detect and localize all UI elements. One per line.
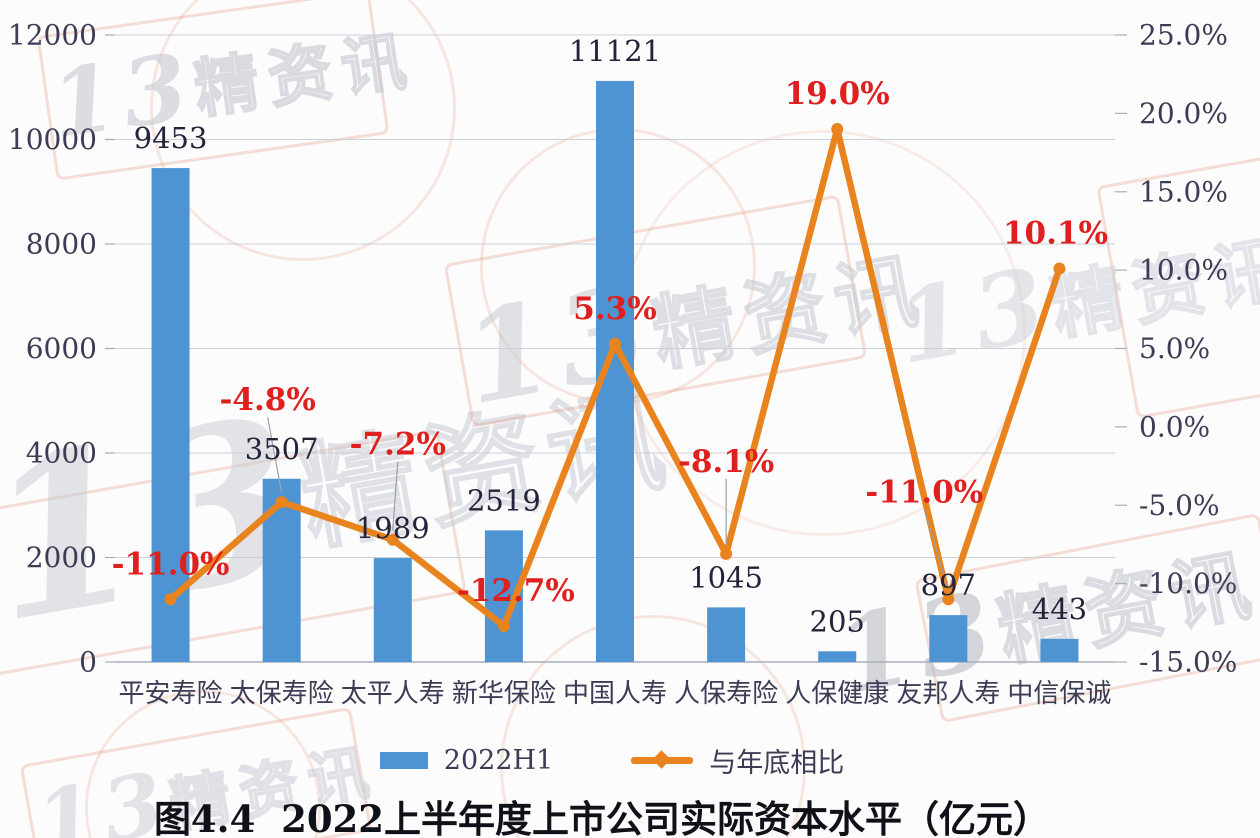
leader-line-7 <box>923 509 949 591</box>
line-point-2 <box>386 533 399 546</box>
legend-bar-swatch <box>379 752 428 769</box>
left-axis-label-8000: 8000 <box>26 228 97 261</box>
bar-value-label-2: 1989 <box>356 511 430 545</box>
category-label-0: 平安寿险 <box>119 679 223 709</box>
bar-5 <box>707 607 746 662</box>
pct-label-0: -11.0% <box>112 546 230 582</box>
category-label-4: 中国人寿 <box>563 679 667 709</box>
right-axis-label-15.0%: 15.0% <box>1139 175 1228 208</box>
leader-line-2 <box>392 461 399 531</box>
bar-value-label-8: 443 <box>1032 592 1087 626</box>
bar-value-label-6: 205 <box>810 604 865 638</box>
bar-7 <box>929 615 968 662</box>
bar-value-label-1: 3507 <box>245 432 319 466</box>
pct-label-3: -12.7% <box>457 573 575 609</box>
bar-value-label-5: 1045 <box>689 560 763 594</box>
category-label-6: 人保健康 <box>785 679 889 709</box>
bar-value-label-4: 11121 <box>569 34 661 68</box>
left-axis-label-12000: 12000 <box>8 19 97 52</box>
leader-line-1 <box>267 417 283 494</box>
line-point-7 <box>942 593 955 606</box>
pct-label-1: -4.8% <box>220 382 316 418</box>
pct-label-2: -7.2% <box>350 427 446 463</box>
category-label-1: 太保寿险 <box>230 679 334 709</box>
line-point-5 <box>720 547 733 560</box>
right-axis-label-0.0%: 0.0% <box>1139 410 1210 443</box>
category-label-7: 友邦人寿 <box>896 679 1000 709</box>
pct-label-7: -11.0% <box>865 474 983 510</box>
bar-8 <box>1040 638 1079 662</box>
pct-label-6: 19.0% <box>785 76 890 112</box>
bar-value-label-0: 9453 <box>134 121 208 155</box>
legend-bar-label: 2022H1 <box>443 745 554 776</box>
line-point-6 <box>831 123 844 136</box>
bar-value-label-7: 897 <box>921 568 976 602</box>
left-axis-label-2000: 2000 <box>26 541 97 574</box>
line-point-8 <box>1053 262 1066 275</box>
left-axis-label-10000: 10000 <box>8 123 97 156</box>
bar-value-label-3: 2519 <box>467 483 541 517</box>
right-axis-label--10.0%: -10.0% <box>1139 567 1237 600</box>
right-axis-label-25.0%: 25.0% <box>1139 19 1228 52</box>
right-axis-label--5.0%: -5.0% <box>1139 489 1220 522</box>
right-axis-label--15.0%: -15.0% <box>1139 646 1237 679</box>
right-axis-label-10.0%: 10.0% <box>1139 254 1228 287</box>
legend: 2022H1 与年底相比 <box>0 741 1242 780</box>
legend-line-swatch <box>631 750 694 769</box>
category-label-2: 太平人寿 <box>341 679 445 709</box>
bar-6 <box>818 651 857 662</box>
pct-label-4: 5.3% <box>573 291 656 327</box>
chart-title: 图4.4 2022上半年度上市公司实际资本水平（亿元） <box>153 797 1051 838</box>
category-label-5: 人保寿险 <box>674 679 778 709</box>
category-label-3: 新华保险 <box>452 679 556 709</box>
line-point-1 <box>275 496 288 509</box>
legend-line-label: 与年底相比 <box>709 748 845 779</box>
category-label-8: 中信保诚 <box>1007 679 1111 709</box>
bar-2 <box>373 558 412 662</box>
right-axis-label-20.0%: 20.0% <box>1139 97 1228 130</box>
line-point-0 <box>164 593 177 606</box>
line-point-3 <box>497 619 510 632</box>
left-axis-label-0: 0 <box>79 646 97 679</box>
bar-0 <box>151 168 190 662</box>
legend-diamond-icon <box>652 750 671 769</box>
left-axis-label-6000: 6000 <box>26 332 97 365</box>
right-axis-label-5.0%: 5.0% <box>1139 332 1210 365</box>
left-axis-label-4000: 4000 <box>26 437 97 470</box>
pct-label-8: 10.1% <box>1003 216 1108 252</box>
pct-label-5: -8.1% <box>678 444 774 480</box>
line-point-4 <box>609 337 621 350</box>
